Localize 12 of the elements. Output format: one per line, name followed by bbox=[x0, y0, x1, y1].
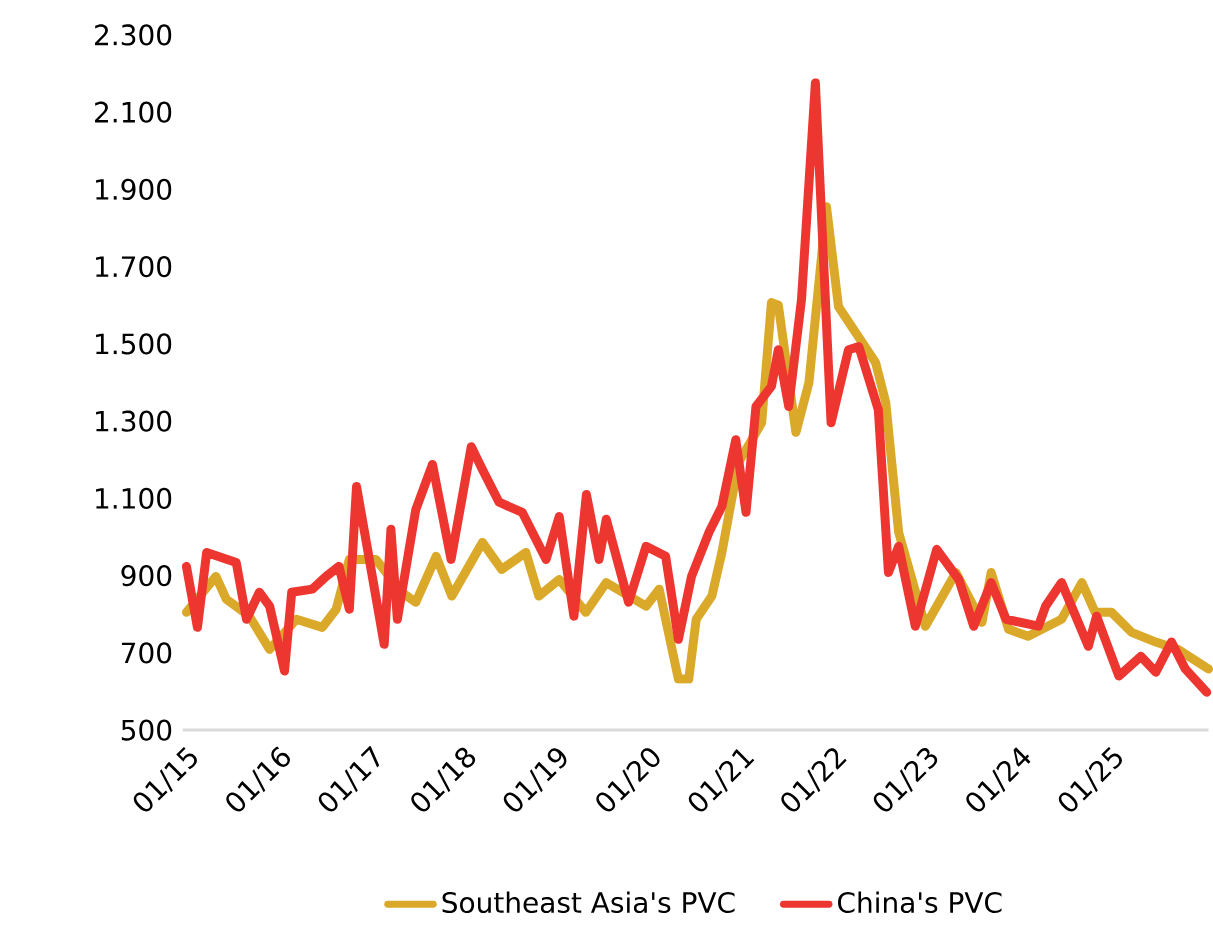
legend-label: China's PVC bbox=[838, 891, 1002, 914]
y-tick-label: 700 bbox=[121, 642, 172, 664]
y-tick-label: 1.300 bbox=[96, 410, 172, 432]
y-tick-label: 1.700 bbox=[96, 256, 172, 278]
y-tick-label: 900 bbox=[121, 565, 172, 587]
y-tick-label: 2.300 bbox=[95, 24, 172, 46]
y-tick-label: 1.100 bbox=[96, 487, 172, 510]
y-tick-label: 1.900 bbox=[96, 178, 172, 201]
y-tick-label: 2.100 bbox=[95, 101, 172, 123]
y-tick-label: 1.500 bbox=[96, 333, 172, 355]
legend-label: Southeast Asia's PVC bbox=[442, 891, 735, 914]
y-tick-label: 500 bbox=[121, 719, 172, 741]
